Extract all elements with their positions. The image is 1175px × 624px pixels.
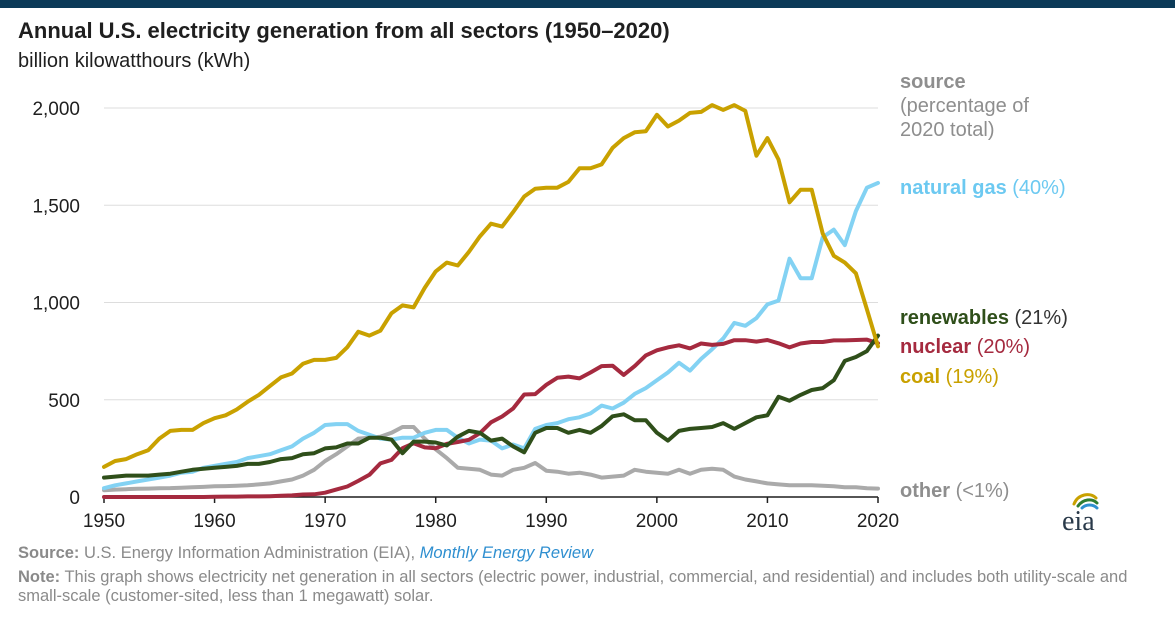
top-bar [0, 0, 1175, 8]
x-tick-label: 1980 [415, 511, 457, 532]
x-tick-label: 2020 [857, 511, 899, 532]
y-tick-label: 1,500 [32, 196, 80, 217]
eia-logo-arc-gold [1072, 493, 1098, 506]
series-line-coal [102, 103, 880, 469]
x-tick-label: 1950 [83, 511, 125, 532]
series-label-renewables: renewables (21%) [900, 307, 1068, 329]
series-label-other: other (<1%) [900, 480, 1009, 502]
x-tick-label: 1960 [193, 511, 235, 532]
x-tick-label: 2000 [636, 511, 678, 532]
series-name: coal [900, 366, 946, 388]
note-text: This graph shows electricity net generat… [18, 568, 1128, 605]
eia-logo-arc-blue [1080, 503, 1099, 510]
series-percent: (19%) [946, 366, 999, 388]
y-tick-label: 500 [48, 391, 80, 412]
series-label-coal: coal (19%) [900, 366, 999, 388]
legend-header: source [900, 71, 966, 93]
series-percent: (21%) [1015, 307, 1068, 329]
series-percent: (<1%) [956, 480, 1010, 502]
series-name: natural gas [900, 177, 1012, 199]
source-line: Source: U.S. Energy Information Administ… [18, 544, 1158, 563]
chart-subtitle: billion kilowatthours (kWh) [18, 50, 251, 72]
series-line-renewables [102, 333, 880, 480]
series-name: nuclear [900, 336, 977, 358]
series-name: other [900, 480, 956, 502]
series-label-nuclear: nuclear (20%) [900, 336, 1030, 358]
source-link[interactable]: Monthly Energy Review [419, 544, 594, 562]
x-tick-label: 2010 [746, 511, 788, 532]
series-name: renewables [900, 307, 1015, 329]
x-tick-label: 1990 [525, 511, 567, 532]
series-label-natural-gas: natural gas (40%) [900, 177, 1066, 199]
series-line-nuclear [102, 337, 880, 499]
eia-logo-text: eia [1062, 506, 1095, 536]
eia-logo: eia [1062, 493, 1099, 536]
series-percent: (40%) [1012, 177, 1065, 199]
source-label: Source: [18, 544, 80, 562]
note-label: Note: [18, 568, 61, 586]
x-tick-label: 1970 [304, 511, 346, 532]
legend-header-line2: 2020 total) [900, 119, 995, 141]
series-percent: (20%) [977, 336, 1030, 358]
source-text: U.S. Energy Information Administration (… [84, 544, 416, 562]
series-line-other [102, 425, 880, 493]
y-tick-label: 2,000 [32, 99, 80, 120]
chart-title: Annual U.S. electricity generation from … [18, 18, 670, 43]
y-tick-label: 0 [69, 488, 80, 509]
legend-header-line1: (percentage of [900, 95, 1029, 117]
eia-logo-arc-green [1076, 498, 1099, 508]
note-line: Note: This graph shows electricity net g… [18, 568, 1158, 606]
y-tick-label: 1,000 [32, 294, 80, 315]
